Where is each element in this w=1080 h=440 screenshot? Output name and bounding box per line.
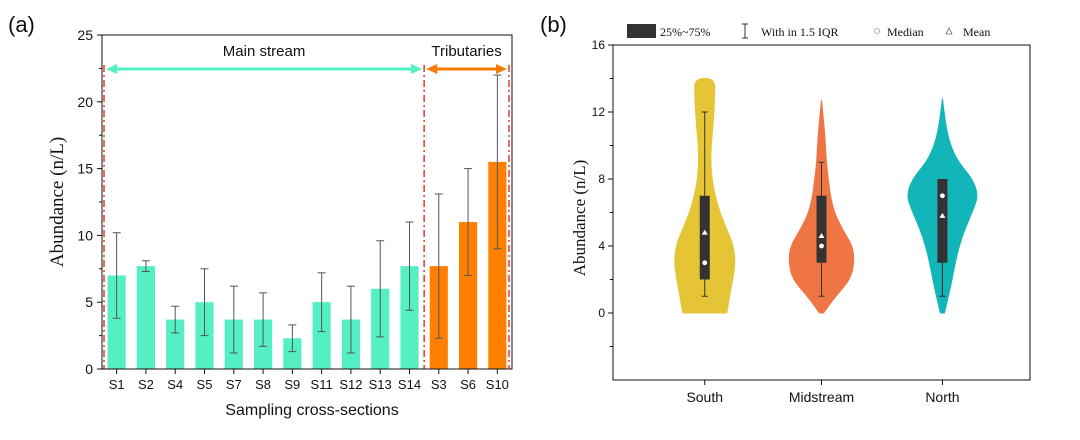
- x-tick-label-s8: S8: [255, 377, 271, 392]
- legend-whisker-label: With in 1.5 IQR: [761, 25, 839, 39]
- x-tick-label-s12: S12: [339, 377, 362, 392]
- error-bar-s14: [405, 221, 414, 311]
- y-tick-label-12: 12: [592, 105, 606, 119]
- y-tick-label-0: 0: [85, 361, 93, 377]
- panel-a-axes-frame: [101, 34, 513, 370]
- y-tick-label-20: 20: [77, 94, 93, 110]
- error-bar-s9: [288, 324, 297, 353]
- iqr-box: [699, 195, 710, 280]
- error-bar-s5: [200, 268, 209, 337]
- y-tick-label-4: 4: [598, 239, 605, 253]
- x-tick-label-south: South: [686, 389, 723, 405]
- error-bar-s12: [346, 285, 355, 354]
- panel-b-y-axis-label: Abundance (n/L): [570, 160, 589, 277]
- error-bar-s4: [171, 305, 180, 334]
- group-label-main-stream: Main stream: [223, 43, 306, 60]
- main-stream-arrow-head-right: [411, 64, 423, 74]
- y-tick-label-10: 10: [77, 227, 93, 243]
- x-tick-label-midstream: Midstream: [789, 389, 854, 405]
- x-tick-label-s2: S2: [138, 377, 154, 392]
- x-tick-label-s14: S14: [398, 377, 421, 392]
- error-bar-s2: [141, 260, 150, 272]
- error-bar-s7: [229, 285, 238, 354]
- legend-median-symbol: [874, 28, 880, 34]
- bar-s10: [488, 161, 507, 369]
- y-tick-label-0: 0: [598, 306, 605, 320]
- x-tick-label-north: North: [925, 389, 959, 405]
- x-tick-label-s6: S6: [460, 377, 476, 392]
- panel-a-bar-chart: (a) Abundance (n/L) Sampling cross-secti…: [8, 12, 513, 419]
- x-tick-label-s10: S10: [486, 377, 509, 392]
- mean-marker: [939, 212, 946, 218]
- legend-box-label: 25%~75%: [660, 25, 710, 39]
- legend-median-label: Median: [887, 25, 924, 39]
- bar-s11: [312, 302, 331, 369]
- panel-a-label: (a): [8, 12, 35, 37]
- error-bar-s13: [376, 240, 385, 338]
- tributaries-arrow-head-left: [426, 64, 438, 74]
- bar-s14: [400, 266, 419, 369]
- bar-s4: [166, 319, 185, 369]
- panel-b-violin-chart: (b) Abundance (n/L) 25%~75% With in 1.5 …: [540, 12, 1031, 405]
- error-bar-s6: [464, 168, 473, 276]
- legend-mean-label: Mean: [963, 25, 990, 39]
- group-label-tributaries: Tributaries: [431, 43, 501, 60]
- error-bar-s10: [493, 74, 502, 250]
- bar-s1: [107, 275, 126, 369]
- bar-s2: [136, 266, 156, 369]
- x-tick-label-s4: S4: [167, 377, 183, 392]
- boxplot-north: [937, 179, 948, 297]
- panel-a-y-axis-label: Abundance (n/L): [47, 137, 68, 267]
- error-bar-s8: [259, 292, 268, 347]
- bar-s6: [458, 222, 478, 369]
- panel-b-label: (b): [540, 12, 567, 37]
- y-tick-label-15: 15: [77, 161, 93, 177]
- error-bar-s3: [434, 193, 443, 339]
- median-marker: [702, 260, 708, 266]
- legend-box-swatch: [627, 24, 656, 38]
- x-tick-label-s1: S1: [109, 377, 125, 392]
- main-stream-arrow-head-left: [106, 64, 117, 74]
- error-bar-s11: [317, 272, 326, 333]
- boxplot-midstream: [816, 161, 827, 297]
- median-marker: [940, 193, 945, 199]
- y-tick-label-25: 25: [77, 27, 93, 43]
- x-tick-label-s9: S9: [284, 377, 300, 392]
- mean-marker: [818, 232, 825, 238]
- boxplot-south: [699, 111, 710, 297]
- tributaries-arrow: [426, 64, 507, 74]
- y-tick-label-8: 8: [598, 172, 605, 186]
- y-tick-label-5: 5: [85, 294, 93, 310]
- x-tick-label-s3: S3: [431, 377, 447, 392]
- iqr-box: [937, 179, 948, 263]
- legend-whisker-symbol: [742, 23, 748, 39]
- iqr-box: [816, 195, 827, 263]
- panel-a-x-axis-label: Sampling cross-sections: [225, 402, 398, 419]
- tributaries-arrow-head-right: [496, 64, 507, 74]
- error-bar-s1: [112, 232, 121, 319]
- mean-marker: [701, 229, 708, 235]
- x-tick-label-s13: S13: [369, 377, 392, 392]
- legend-mean-symbol: [945, 27, 953, 35]
- x-tick-label-s5: S5: [197, 377, 213, 392]
- y-tick-label-16: 16: [592, 38, 606, 52]
- median-marker: [819, 243, 824, 249]
- main-stream-arrow: [106, 64, 423, 74]
- x-tick-label-s11: S11: [311, 377, 333, 392]
- x-tick-label-s7: S7: [226, 377, 242, 392]
- bar-s9: [283, 338, 302, 369]
